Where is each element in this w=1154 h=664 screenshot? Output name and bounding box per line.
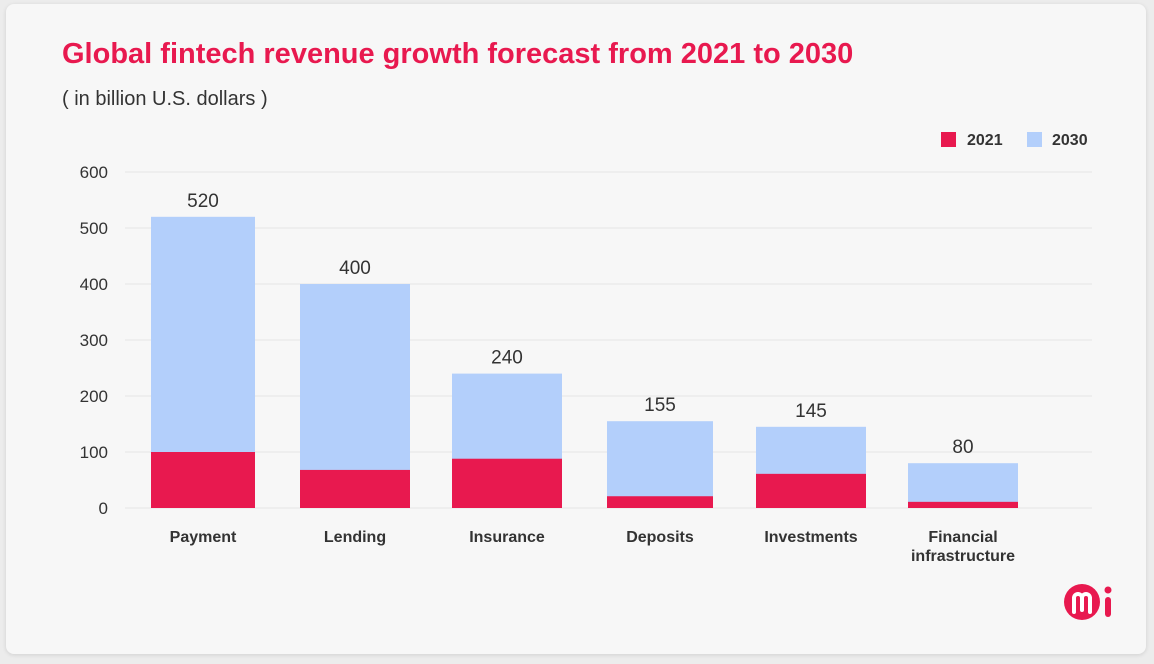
- y-tick-label: 0: [99, 499, 108, 518]
- legend-swatch-2021: [941, 132, 956, 147]
- legend-swatch-2030: [1027, 132, 1042, 147]
- bar-2021: [607, 496, 713, 508]
- bar-2021: [756, 473, 866, 508]
- y-tick-label: 300: [80, 331, 108, 350]
- data-label: 240: [491, 348, 523, 369]
- x-tick-label: infrastructure: [911, 548, 1015, 565]
- x-tick-label: Lending: [324, 529, 386, 546]
- data-label: 155: [644, 395, 676, 416]
- x-tick-label: Deposits: [626, 529, 694, 546]
- bar-2021: [151, 452, 255, 508]
- legend-label-2030: 2030: [1052, 132, 1088, 149]
- x-tick-label: Investments: [764, 529, 857, 546]
- bar-2021: [452, 458, 562, 508]
- y-tick-label: 200: [80, 387, 108, 406]
- bar-2030: [607, 421, 713, 508]
- y-tick-label: 100: [80, 443, 108, 462]
- chart-title: Global fintech revenue growth forecast f…: [62, 38, 854, 70]
- x-tick-label: Payment: [170, 529, 237, 546]
- data-label: 400: [339, 258, 371, 279]
- bar-2021: [300, 469, 410, 508]
- data-label: 80: [952, 437, 973, 458]
- bar-2021: [908, 501, 1018, 508]
- legend-label-2021: 2021: [967, 132, 1003, 149]
- chart-subtitle: ( in billion U.S. dollars ): [62, 88, 268, 110]
- y-tick-label: 400: [80, 275, 108, 294]
- data-label: 520: [187, 191, 219, 212]
- data-label: 145: [795, 401, 827, 422]
- y-tick-label: 600: [80, 163, 108, 182]
- bar-2030: [908, 463, 1018, 508]
- x-tick-label: Financial: [928, 529, 997, 546]
- y-tick-label: 500: [80, 219, 108, 238]
- x-tick-label: Insurance: [469, 529, 545, 546]
- logo-icon: [1064, 584, 1112, 620]
